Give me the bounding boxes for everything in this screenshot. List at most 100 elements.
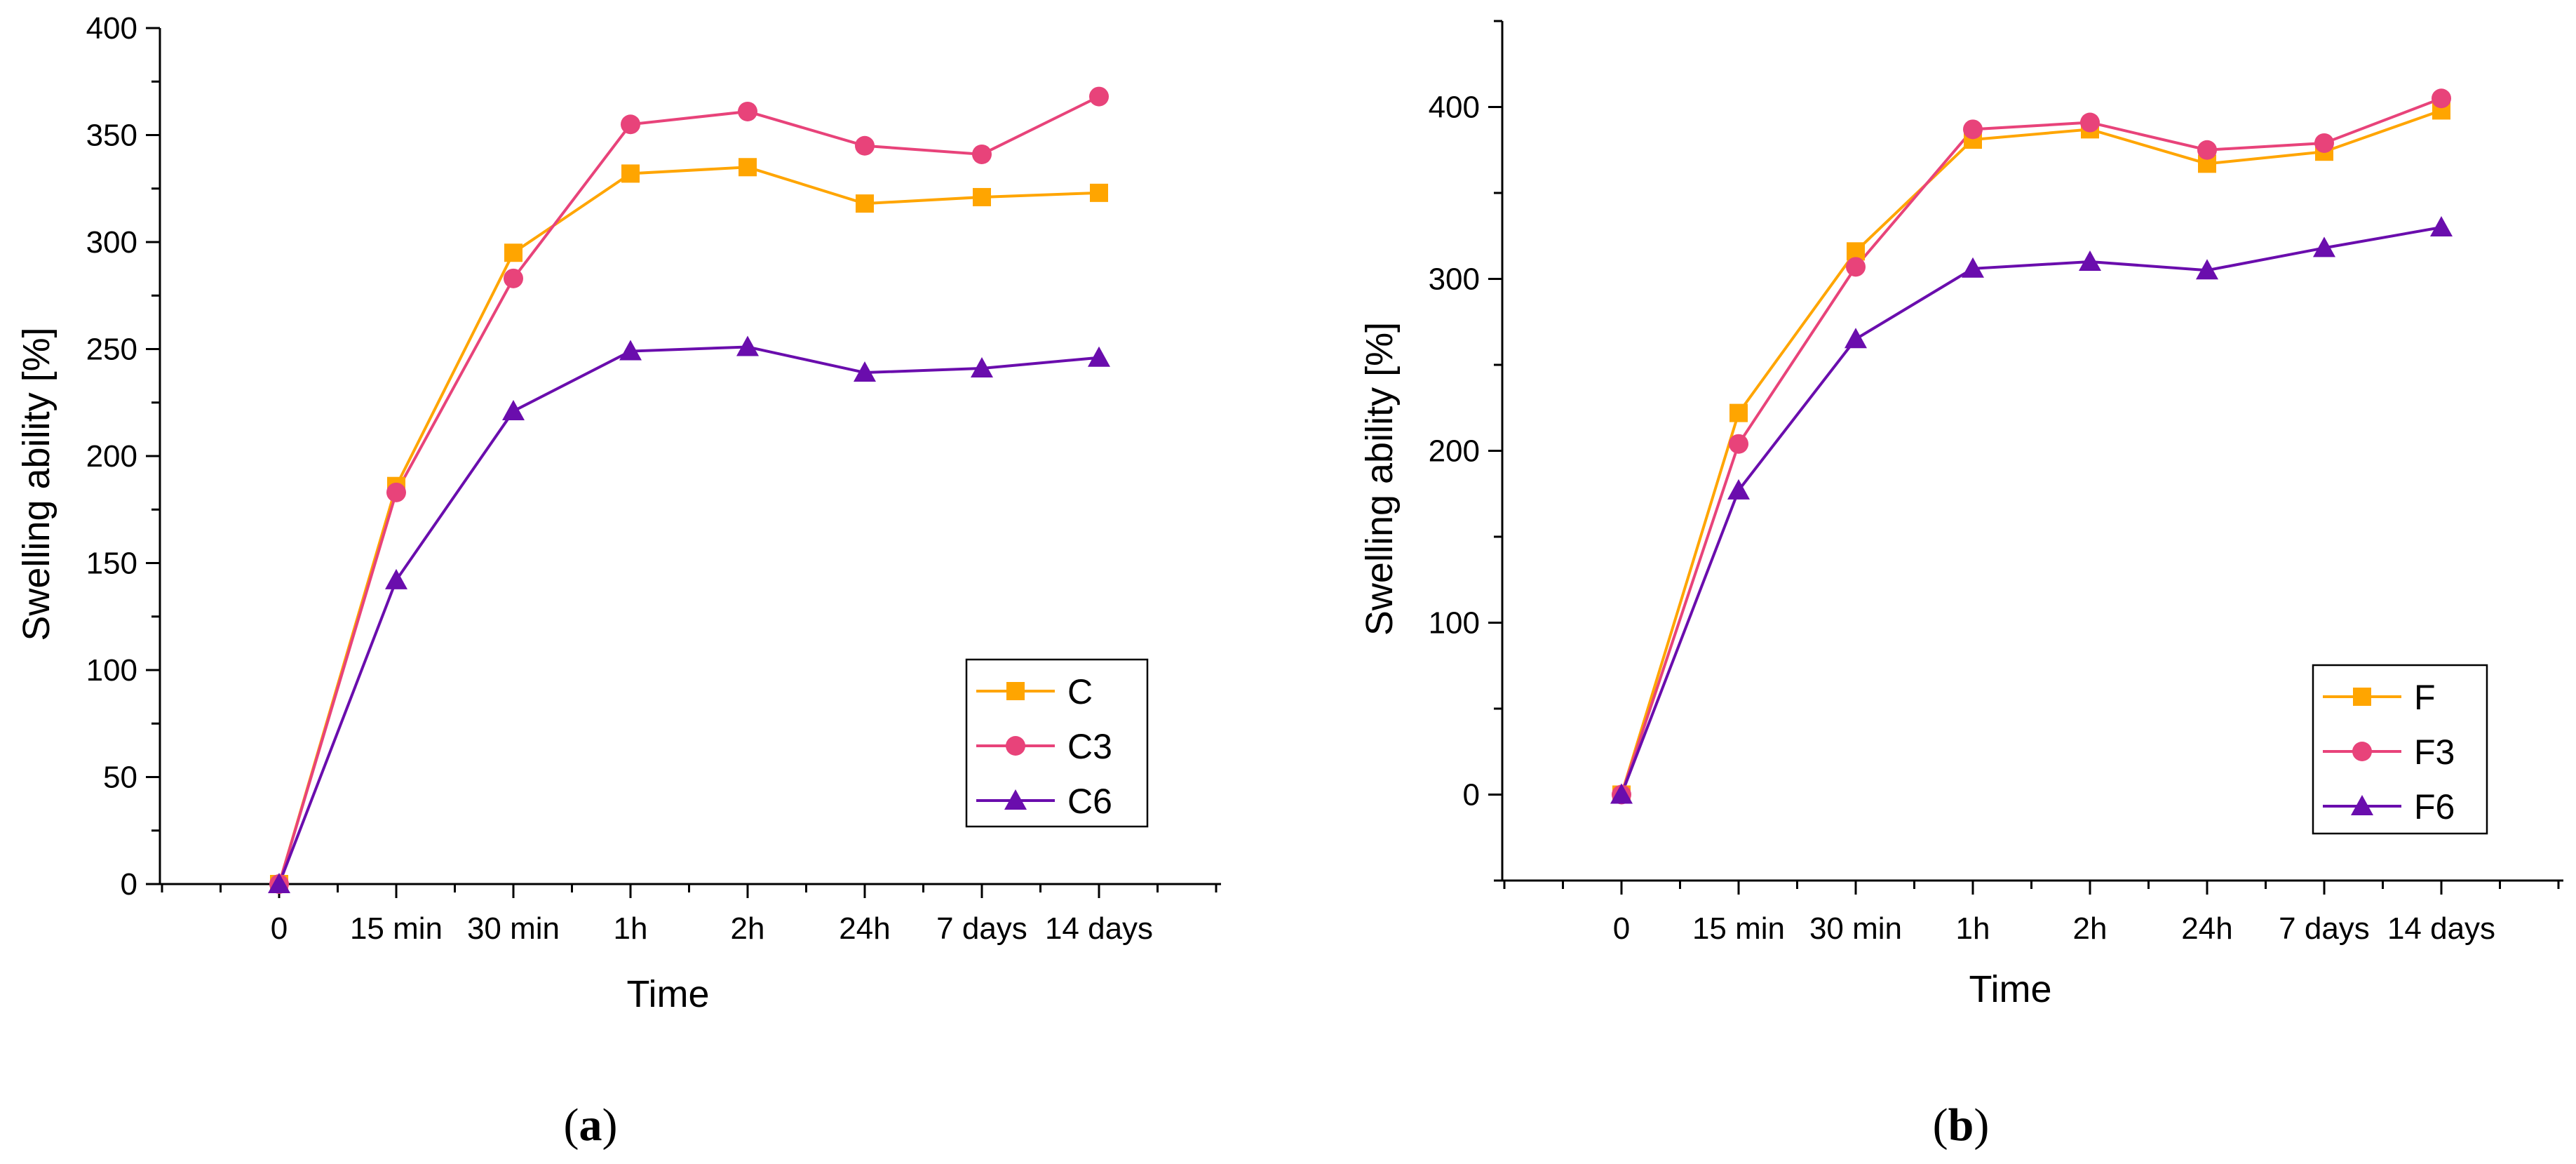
data-point-f3 bbox=[1846, 257, 1866, 277]
data-point-f3 bbox=[1963, 119, 1983, 140]
data-point-f3 bbox=[2197, 140, 2217, 160]
legend-marker-c6 bbox=[1004, 789, 1027, 810]
y-tick-label: 50 bbox=[103, 761, 137, 795]
legend-label: F3 bbox=[2414, 732, 2455, 772]
data-point-c6 bbox=[502, 399, 525, 420]
series-line-f6 bbox=[1620, 226, 2442, 796]
chart-panel-b: 0 100 200 300 400 0 15 min 30 min 1h 2h 24h 7 days 1… bbox=[1358, 20, 2563, 1151]
legend-label: F bbox=[2414, 678, 2436, 717]
panel-caption: (a) bbox=[564, 1099, 618, 1151]
x-tick-label: 15 min bbox=[1692, 911, 1785, 946]
caption-open-paren: ( bbox=[1933, 1099, 1948, 1151]
data-point-f3 bbox=[2432, 88, 2451, 109]
data-point-f6 bbox=[1727, 479, 1750, 500]
data-point-c3 bbox=[386, 482, 406, 502]
legend-marker-c3 bbox=[1006, 736, 1025, 756]
data-point-c6 bbox=[385, 568, 407, 589]
x-axis-title: Time bbox=[627, 973, 710, 1015]
x-tick-label: 24h bbox=[2181, 911, 2232, 946]
data-point-f6 bbox=[1845, 328, 1867, 349]
y-tick-label: 300 bbox=[1429, 262, 1480, 297]
data-point-f6 bbox=[2430, 216, 2453, 236]
data-point-f6 bbox=[2313, 236, 2335, 257]
y-tick-label: 150 bbox=[86, 547, 137, 581]
caption-close-paren: ) bbox=[602, 1099, 618, 1151]
caption-letter: b bbox=[1948, 1099, 1974, 1151]
y-axis-title: Swelling ability [%] bbox=[15, 327, 58, 641]
legend-box bbox=[2312, 664, 2488, 835]
x-tick-label: 2h bbox=[2073, 911, 2108, 946]
legend-label: F6 bbox=[2414, 787, 2455, 827]
data-point-c bbox=[1090, 183, 1108, 202]
y-tick-label: 350 bbox=[86, 119, 137, 153]
data-point-c6 bbox=[268, 873, 290, 893]
x-tick-label: 7 days bbox=[936, 911, 1027, 946]
data-point-c3 bbox=[855, 135, 875, 156]
data-point-c6 bbox=[971, 356, 993, 377]
data-point-c bbox=[504, 243, 522, 262]
y-axis-title: Swelling ability [%] bbox=[1358, 322, 1401, 636]
x-tick-label: 1h bbox=[1956, 911, 1990, 946]
series-line-c bbox=[278, 166, 1100, 885]
caption-open-paren: ( bbox=[564, 1099, 579, 1151]
legend: C C3 C6 bbox=[965, 658, 1149, 828]
legend-marker-f6 bbox=[2351, 795, 2373, 815]
data-point-f6 bbox=[2079, 250, 2101, 271]
y-tick-label: 300 bbox=[86, 225, 137, 260]
data-point-f3 bbox=[2080, 112, 2100, 133]
panel-caption: (b) bbox=[1933, 1099, 1990, 1151]
data-point-c3 bbox=[1089, 86, 1109, 107]
legend: F F3 F6 bbox=[2312, 664, 2488, 835]
y-tick-label: 400 bbox=[86, 11, 137, 46]
series-line-c3 bbox=[278, 95, 1100, 885]
legend-label: C6 bbox=[1067, 782, 1112, 821]
legend-marker-f bbox=[2353, 688, 2371, 706]
x-tick-label: 0 bbox=[1613, 911, 1630, 946]
caption-letter: a bbox=[579, 1099, 602, 1151]
x-tick-label: 15 min bbox=[350, 911, 443, 946]
chart-panel-a: 0 50 100 150 200 250 300 350 400 0 15 min 30 min 1h 2… bbox=[15, 11, 1221, 1151]
x-tick-label: 2h bbox=[731, 911, 765, 946]
data-point-c6 bbox=[1088, 346, 1110, 367]
x-tick-label: 1h bbox=[614, 911, 648, 946]
data-point-c3 bbox=[972, 144, 992, 164]
x-tick-label: 24h bbox=[839, 911, 890, 946]
x-tick-label: 30 min bbox=[467, 911, 560, 946]
x-tick-label: 30 min bbox=[1809, 911, 1902, 946]
y-tick-label: 0 bbox=[121, 867, 137, 902]
legend-marker-f3 bbox=[2352, 742, 2372, 761]
series-line-f bbox=[1620, 109, 2442, 796]
caption-close-paren: ) bbox=[1974, 1099, 1989, 1151]
legend-label: C3 bbox=[1067, 727, 1112, 766]
legend-label: C bbox=[1067, 672, 1093, 711]
series-line-c6 bbox=[278, 345, 1100, 885]
y-tick-label: 200 bbox=[1429, 434, 1480, 469]
legend-marker-c bbox=[1006, 682, 1025, 700]
data-point-f3 bbox=[2314, 133, 2334, 153]
y-tick-label: 100 bbox=[86, 653, 137, 688]
data-point-f6 bbox=[1962, 257, 1984, 278]
data-point-c6 bbox=[854, 361, 876, 382]
x-tick-label: 0 bbox=[271, 911, 288, 946]
data-point-c6 bbox=[736, 335, 759, 356]
data-point-c6 bbox=[619, 340, 642, 361]
data-point-f6 bbox=[1610, 783, 1633, 804]
data-point-c3 bbox=[504, 268, 523, 288]
data-point-c3 bbox=[738, 101, 757, 121]
y-tick-label: 100 bbox=[1429, 606, 1480, 641]
data-point-c bbox=[856, 194, 874, 213]
y-tick-label: 0 bbox=[1463, 778, 1480, 812]
y-tick-label: 200 bbox=[86, 439, 137, 474]
data-point-f bbox=[1729, 403, 1748, 422]
y-tick-label: 250 bbox=[86, 333, 137, 367]
data-point-f3 bbox=[1729, 434, 1748, 454]
legend-box bbox=[965, 658, 1149, 828]
data-point-c3 bbox=[621, 114, 640, 135]
x-tick-label: 14 days bbox=[1045, 911, 1153, 946]
x-tick-label: 7 days bbox=[2279, 911, 2370, 946]
x-axis-title: Time bbox=[1969, 968, 2052, 1010]
data-point-c bbox=[739, 158, 757, 177]
data-point-c bbox=[973, 187, 991, 206]
series-line-f3 bbox=[1620, 97, 2442, 796]
